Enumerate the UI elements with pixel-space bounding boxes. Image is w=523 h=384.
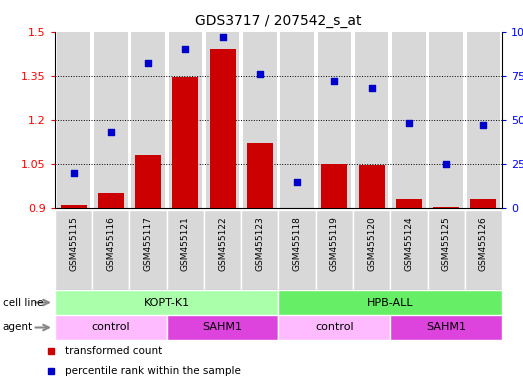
Text: GSM455123: GSM455123: [255, 217, 264, 271]
Bar: [392, 31, 426, 208]
Text: percentile rank within the sample: percentile rank within the sample: [65, 366, 241, 376]
Bar: [94, 31, 128, 208]
Bar: [317, 31, 351, 208]
Bar: [467, 31, 500, 208]
Bar: [427, 210, 465, 290]
Bar: [278, 290, 502, 315]
Point: [368, 85, 376, 91]
Point: [70, 170, 78, 176]
Text: GSM455120: GSM455120: [367, 217, 376, 271]
Bar: [390, 210, 427, 290]
Bar: [433, 207, 459, 208]
Text: control: control: [92, 323, 130, 333]
Text: control: control: [315, 323, 354, 333]
Bar: [98, 193, 124, 208]
Bar: [167, 210, 204, 290]
Bar: [206, 31, 240, 208]
Bar: [353, 210, 390, 290]
Text: agent: agent: [3, 323, 33, 333]
Bar: [396, 199, 422, 208]
Bar: [390, 315, 502, 340]
Bar: [359, 166, 385, 208]
Text: SAHM1: SAHM1: [202, 323, 243, 333]
Title: GDS3717 / 207542_s_at: GDS3717 / 207542_s_at: [195, 14, 362, 28]
Bar: [131, 31, 165, 208]
Bar: [241, 210, 278, 290]
Text: GSM455119: GSM455119: [330, 217, 339, 271]
Text: HPB-ALL: HPB-ALL: [367, 298, 414, 308]
Point: [107, 129, 115, 135]
Bar: [465, 210, 502, 290]
Text: GSM455126: GSM455126: [479, 217, 488, 271]
Bar: [168, 31, 202, 208]
Point: [219, 34, 227, 40]
Bar: [321, 164, 347, 208]
Bar: [57, 31, 90, 208]
Text: GSM455117: GSM455117: [144, 217, 153, 271]
Point: [330, 78, 338, 84]
Point: [144, 60, 152, 66]
Bar: [247, 143, 273, 208]
Bar: [316, 210, 353, 290]
Point: [442, 161, 450, 167]
Bar: [355, 31, 389, 208]
Bar: [129, 210, 167, 290]
Bar: [278, 210, 316, 290]
Text: GSM455115: GSM455115: [69, 217, 78, 271]
Bar: [210, 49, 236, 208]
Text: GSM455116: GSM455116: [106, 217, 115, 271]
Text: KOPT-K1: KOPT-K1: [144, 298, 190, 308]
Bar: [204, 210, 241, 290]
Bar: [55, 315, 167, 340]
Text: transformed count: transformed count: [65, 346, 162, 356]
Bar: [243, 31, 277, 208]
Point: [293, 179, 301, 185]
Point: [181, 46, 189, 52]
Bar: [167, 315, 278, 340]
Bar: [278, 315, 390, 340]
Point: [479, 122, 487, 128]
Bar: [61, 205, 87, 208]
Text: GSM455121: GSM455121: [181, 217, 190, 271]
Text: GSM455122: GSM455122: [218, 217, 227, 271]
Text: cell line: cell line: [3, 298, 43, 308]
Text: GSM455124: GSM455124: [404, 217, 413, 271]
Bar: [55, 210, 92, 290]
Point: [256, 71, 264, 77]
Bar: [280, 31, 314, 208]
Text: SAHM1: SAHM1: [426, 323, 466, 333]
Text: GSM455118: GSM455118: [293, 217, 302, 271]
Point: [405, 120, 413, 126]
Bar: [470, 199, 496, 208]
Bar: [92, 210, 129, 290]
Text: GSM455125: GSM455125: [442, 217, 451, 271]
Bar: [429, 31, 463, 208]
Bar: [55, 290, 278, 315]
Bar: [135, 155, 161, 208]
Bar: [172, 77, 198, 208]
